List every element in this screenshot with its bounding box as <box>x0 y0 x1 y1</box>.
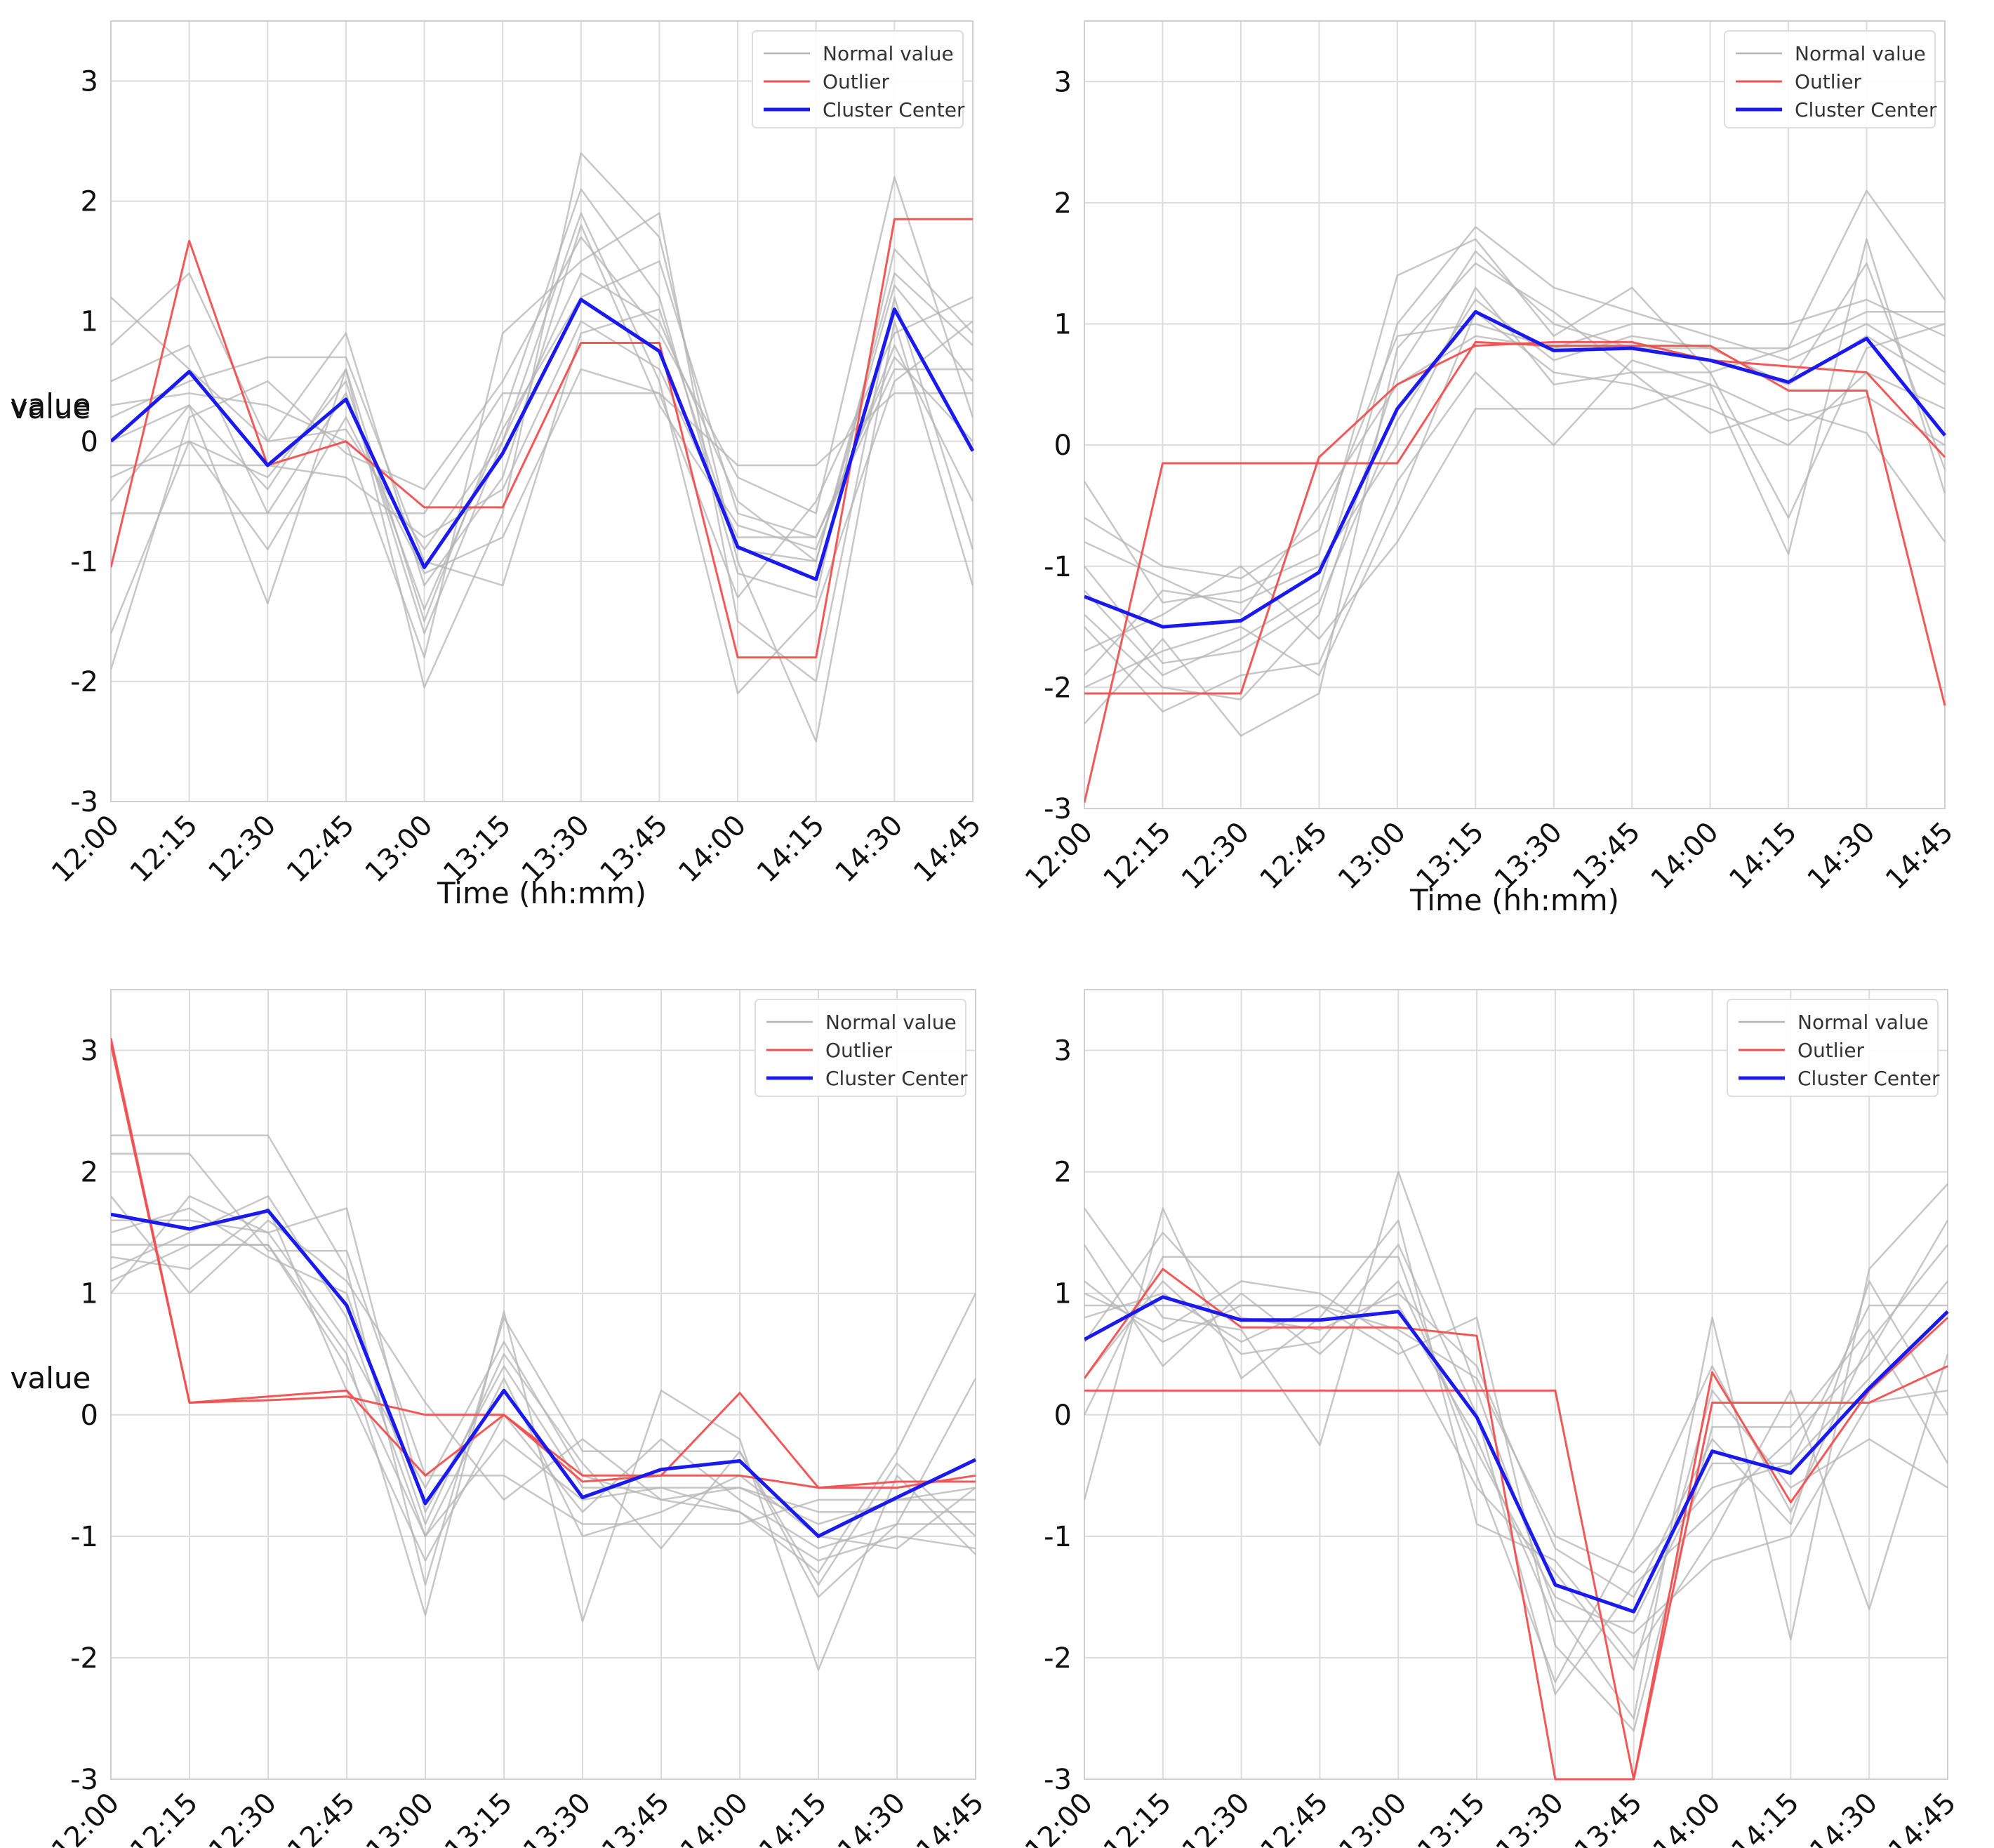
series-group <box>111 152 974 743</box>
series-line-normal <box>1084 1280 1949 1732</box>
y-tick-label: -3 <box>1044 1764 1072 1796</box>
y-tick-label: -1 <box>1044 551 1072 583</box>
y-axis-title: value <box>11 1361 91 1395</box>
series-line-normal <box>111 392 973 514</box>
y-tick-label: -3 <box>70 786 98 818</box>
series-line-center <box>1084 1295 1949 1614</box>
y-tick-label: 0 <box>81 426 98 458</box>
x-axis-title: Time (hh:mm) <box>437 876 646 910</box>
legend-entry-label: Normal value <box>825 1011 957 1034</box>
y-axis-title: value <box>11 387 91 422</box>
legend: Normal value Outlier Cluster Center <box>752 30 965 128</box>
y-tick-label: 1 <box>81 1278 98 1310</box>
series-line-normal <box>111 1244 976 1562</box>
x-axis-title: Time (hh:mm) <box>1409 883 1619 917</box>
series-line-normal <box>111 1195 976 1550</box>
series-line-normal <box>111 1207 976 1562</box>
y-axis-title: value <box>11 391 91 425</box>
y-tick-label: 3 <box>1054 66 1072 98</box>
y-tick-label: 3 <box>81 66 98 98</box>
series-group <box>111 1037 977 1671</box>
legend: Normal value Outlier Cluster Center <box>755 999 968 1097</box>
y-tick-label: -2 <box>1044 672 1072 704</box>
series-line-normal <box>111 1152 976 1525</box>
y-tick-label: 2 <box>1054 1157 1072 1189</box>
series-group <box>1084 190 1946 803</box>
legend-entry-label: Cluster Center <box>1797 1067 1940 1090</box>
series-line-normal <box>111 1195 976 1513</box>
series-line-normal <box>1084 311 1945 580</box>
legend-entry-label: Outlier <box>823 70 890 93</box>
series-line-normal <box>1084 383 1946 652</box>
chart-panel-3: 3210-1-2-312:0012:1512:3012:4513:0013:15… <box>11 989 990 1848</box>
series-line-normal <box>111 1219 976 1525</box>
series-group <box>1084 1171 1949 1781</box>
legend-box <box>1727 999 1939 1097</box>
legend-entry-label: Normal value <box>823 42 954 65</box>
legend-box <box>755 999 966 1097</box>
chart-panel-4: 3210-1-2-312:0012:1512:3012:4513:0013:15… <box>11 989 1962 1848</box>
y-tick-label: 2 <box>81 186 98 218</box>
y-tick-label: 1 <box>81 306 98 338</box>
series-line-normal <box>111 152 974 743</box>
series-line-center <box>1084 310 1946 629</box>
series-line-normal <box>1084 250 1946 700</box>
y-tick-label: 3 <box>81 1035 98 1068</box>
series-line-normal <box>111 212 974 683</box>
y-axis-title: value <box>11 1361 91 1395</box>
y-tick-label: 2 <box>81 1157 98 1189</box>
legend-entry-label: Cluster Center <box>1795 98 1937 121</box>
y-tick-label: 2 <box>1054 187 1072 220</box>
series-line-normal <box>1084 1280 1948 1671</box>
y-tick-label: -2 <box>1044 1642 1072 1675</box>
y-tick-label: -3 <box>1044 793 1072 825</box>
series-line-center <box>111 298 974 581</box>
legend-entry-label: Outlier <box>1797 1039 1865 1062</box>
plot-area-frame <box>110 20 973 802</box>
y-tick-label: 0 <box>81 1400 98 1432</box>
legend-entry-label: Outlier <box>825 1039 893 1062</box>
y-tick-label: -2 <box>70 1642 98 1675</box>
legend-box <box>752 30 964 128</box>
series-line-normal <box>111 176 974 670</box>
plot-area-frame <box>110 989 976 1780</box>
y-tick-label: -1 <box>70 1521 98 1553</box>
series-line-normal <box>1084 311 1946 689</box>
y-tick-label: -1 <box>1044 1521 1072 1553</box>
legend-entry-label: Normal value <box>1797 1011 1929 1034</box>
y-tick-label: 1 <box>1054 1278 1072 1310</box>
y-tick-label: 3 <box>1054 1035 1072 1068</box>
legend-entry-label: Outlier <box>1795 70 1862 93</box>
series-line-normal <box>1084 1207 1949 1659</box>
plot-area-frame <box>1084 20 1946 809</box>
y-tick-label: -1 <box>70 546 98 578</box>
series-line-normal <box>1084 226 1946 677</box>
legend-entry-label: Cluster Center <box>825 1067 968 1090</box>
series-line-normal <box>111 260 973 611</box>
series-line-normal <box>111 212 973 695</box>
legend: Normal value Outlier Cluster Center <box>1724 30 1937 128</box>
y-tick-label: -2 <box>70 666 98 698</box>
series-line-normal <box>111 272 973 587</box>
y-tick-label: -3 <box>70 1764 98 1796</box>
y-tick-label: 0 <box>1054 430 1072 462</box>
series-line-outlier <box>111 218 973 659</box>
y-tick-label: 1 <box>1054 309 1072 341</box>
legend-entry-label: Cluster Center <box>823 98 965 121</box>
legend: Normal value Outlier Cluster Center <box>1727 999 1940 1097</box>
series-line-outlier <box>1084 340 1946 695</box>
series-line-center <box>111 1209 977 1538</box>
legend-box <box>1724 30 1936 128</box>
legend-entry-label: Normal value <box>1795 42 1926 65</box>
series-line-normal <box>111 1134 977 1598</box>
series-line-outlier <box>1084 1365 1948 1781</box>
series-line-normal <box>111 296 973 634</box>
y-tick-label: 0 <box>1054 1400 1072 1432</box>
plot-area-frame <box>1084 989 1948 1780</box>
